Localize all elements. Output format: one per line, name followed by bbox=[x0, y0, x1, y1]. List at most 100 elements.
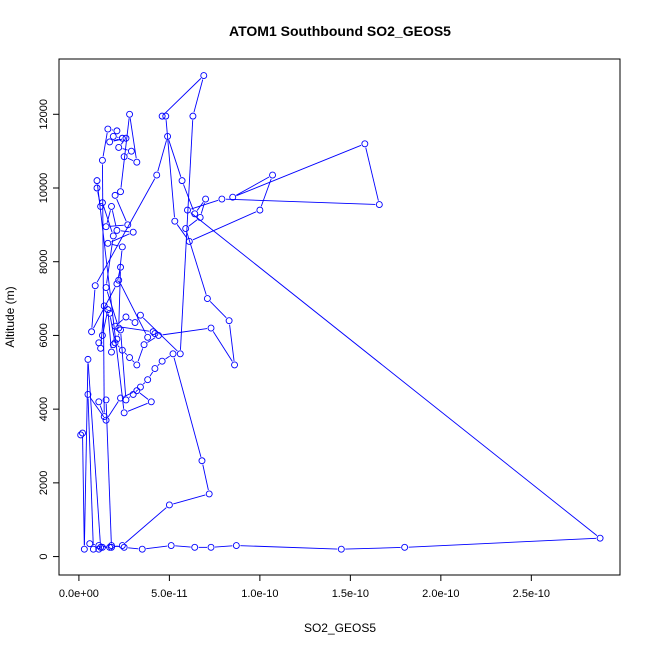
data-point bbox=[109, 341, 117, 349]
data-point bbox=[89, 545, 97, 553]
data-point bbox=[111, 339, 119, 347]
data-point bbox=[117, 188, 124, 196]
data-point bbox=[115, 324, 123, 332]
series-segment bbox=[83, 363, 89, 546]
x-tick-label: 2.0e-10 bbox=[422, 588, 459, 600]
data-point bbox=[120, 543, 128, 551]
series-segment bbox=[225, 198, 376, 205]
series-segment bbox=[365, 147, 379, 201]
data-point bbox=[178, 177, 186, 185]
data-point bbox=[122, 396, 130, 404]
series-segment bbox=[106, 291, 118, 325]
y-tick-label: 10000 bbox=[38, 173, 50, 204]
data-point bbox=[207, 543, 215, 551]
data-point bbox=[95, 542, 103, 549]
data-point bbox=[115, 144, 123, 151]
series-segment bbox=[102, 132, 108, 157]
y-tick-label: 6000 bbox=[38, 323, 50, 347]
series-segment bbox=[192, 211, 257, 241]
data-point bbox=[207, 324, 215, 332]
series-segment bbox=[120, 283, 147, 334]
data-point bbox=[104, 125, 112, 133]
data-point bbox=[104, 239, 112, 247]
series-segment bbox=[89, 397, 105, 418]
data-point bbox=[97, 543, 105, 551]
series-segment bbox=[214, 545, 233, 548]
y-tick-label: 0 bbox=[38, 554, 50, 560]
data-point bbox=[95, 398, 103, 406]
data-point bbox=[176, 350, 184, 358]
data-point bbox=[191, 543, 199, 551]
series-segment bbox=[196, 202, 204, 211]
data-point bbox=[126, 110, 134, 118]
data-point bbox=[120, 153, 128, 161]
data-point bbox=[196, 214, 204, 221]
series-segment bbox=[149, 371, 154, 377]
series-segment bbox=[142, 382, 146, 385]
data-point bbox=[86, 540, 94, 548]
series-lines bbox=[82, 78, 598, 550]
series-segment bbox=[147, 337, 156, 343]
data-point bbox=[108, 348, 115, 356]
series-segment bbox=[190, 212, 598, 537]
series-segment bbox=[146, 545, 168, 550]
data-point bbox=[118, 243, 126, 251]
series-segment bbox=[117, 271, 121, 281]
series-segment bbox=[102, 313, 108, 332]
data-point bbox=[93, 177, 101, 185]
data-point bbox=[118, 134, 126, 142]
y-tick-label: 4000 bbox=[38, 397, 50, 421]
data-point bbox=[155, 331, 162, 339]
data-point bbox=[375, 201, 383, 209]
series-segment bbox=[91, 289, 96, 328]
series-segment bbox=[157, 363, 160, 367]
data-point bbox=[79, 429, 86, 437]
series-segment bbox=[176, 224, 188, 239]
series-segment bbox=[168, 140, 182, 177]
data-point bbox=[122, 313, 130, 321]
series-segment bbox=[82, 437, 85, 546]
data-point bbox=[111, 322, 119, 330]
data-point bbox=[231, 361, 238, 369]
series-segment bbox=[236, 144, 362, 197]
data-point bbox=[198, 457, 206, 465]
data-point bbox=[158, 112, 166, 120]
series-segment bbox=[175, 545, 191, 548]
data-point bbox=[113, 127, 121, 135]
series-segment bbox=[236, 176, 270, 196]
series-segment bbox=[87, 363, 101, 544]
data-point bbox=[98, 331, 106, 339]
data-point bbox=[269, 171, 276, 179]
series-segment bbox=[127, 402, 148, 412]
series-segment bbox=[111, 233, 130, 243]
data-point bbox=[115, 276, 123, 284]
data-point bbox=[361, 140, 369, 148]
series-segment bbox=[113, 138, 123, 142]
data-point bbox=[136, 311, 144, 319]
data-point bbox=[104, 306, 112, 314]
series-segment bbox=[165, 355, 170, 360]
series-segment bbox=[129, 318, 132, 321]
data-point bbox=[124, 221, 132, 229]
data-point bbox=[147, 398, 155, 406]
data-point bbox=[93, 184, 101, 192]
x-axis-label: SO2_GEOS5 bbox=[304, 621, 376, 635]
data-point bbox=[88, 328, 96, 336]
series-segment bbox=[142, 317, 178, 352]
series-segment bbox=[180, 120, 194, 350]
data-point bbox=[131, 319, 139, 326]
series-segment bbox=[106, 308, 108, 311]
series-segment bbox=[107, 401, 119, 418]
series-segment bbox=[120, 118, 130, 188]
data-point bbox=[129, 228, 137, 236]
series-segment bbox=[118, 326, 150, 332]
data-point bbox=[337, 545, 345, 553]
series-segment bbox=[139, 392, 149, 400]
series-segment bbox=[109, 224, 124, 227]
series-points bbox=[77, 72, 604, 553]
data-point bbox=[256, 206, 264, 214]
data-point bbox=[158, 357, 166, 365]
data-point bbox=[136, 383, 144, 391]
data-point bbox=[129, 390, 137, 398]
